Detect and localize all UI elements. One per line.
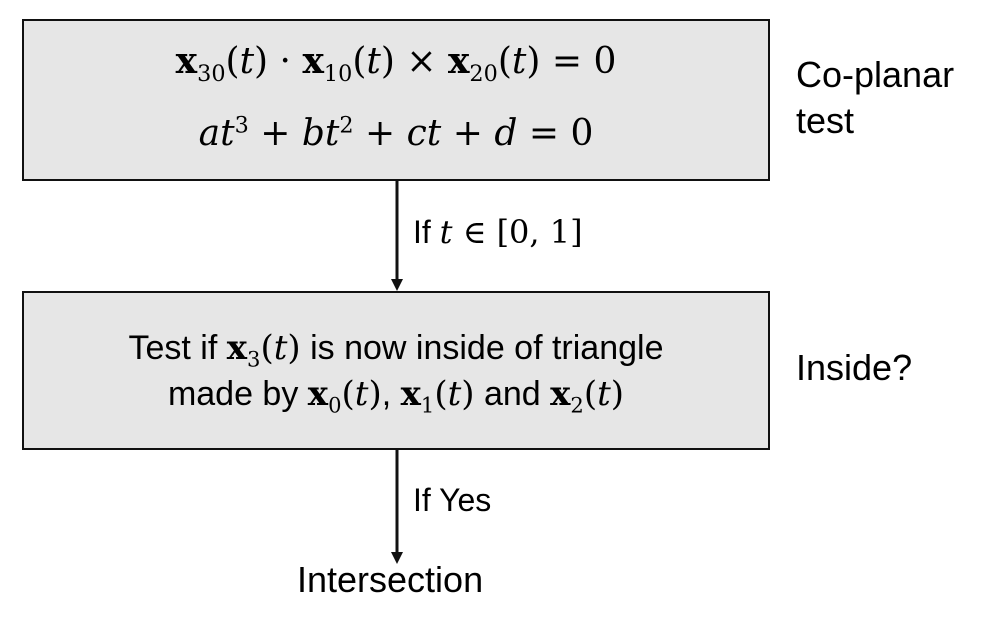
eq2-exponent-3: 3: [234, 112, 249, 139]
arrowhead-result: [391, 552, 403, 564]
eq2-d: d: [494, 113, 518, 154]
eq2-t: t: [426, 113, 442, 154]
coplanar-test-box: x30(t) · x10(t) × x20(t) = 0 at3 + bt2 +…: [22, 19, 770, 181]
line2-x1-subscript: 1: [420, 392, 435, 418]
line2-x0-symbol: x: [307, 374, 329, 414]
arrowhead-box2: [391, 279, 403, 291]
line2-t: t: [354, 374, 369, 414]
line1-t: t: [273, 328, 288, 368]
line2-x2-subscript: 2: [570, 392, 584, 418]
condition1-element-of: ∈: [452, 213, 497, 251]
line2-paren: (: [583, 374, 598, 414]
line2-t: t: [597, 374, 611, 414]
inside-test-line2: made by x0(t), x1(t) and x2(t): [24, 374, 768, 415]
line2-x0-subscript: 0: [328, 392, 342, 418]
eq2-b: b: [301, 113, 325, 154]
line2-pre-text: made by: [167, 375, 308, 413]
eq1-paren: ): [526, 41, 541, 82]
line2-x2-symbol: x: [550, 374, 571, 414]
line2-paren: ): [368, 374, 382, 414]
inside-test-line1: Test if x3(t) is now inside of triangle: [24, 328, 768, 369]
line2-x1-symbol: x: [400, 374, 421, 414]
eq2-zero: 0: [570, 113, 594, 154]
eq2-equals: =: [517, 113, 571, 154]
condition-if-yes: If Yes: [413, 482, 492, 518]
line2-paren: ): [461, 374, 475, 414]
condition1-interval: [0, 1]: [496, 213, 583, 251]
eq1-x30-subscript: 30: [197, 60, 226, 87]
line2-paren: (: [341, 374, 355, 414]
line1-x3-symbol: x: [226, 328, 248, 368]
eq2-plus: +: [441, 113, 495, 154]
eq1-t: t: [366, 41, 381, 82]
eq1-dot-operator: ·: [268, 41, 303, 82]
eq1-t: t: [239, 41, 255, 82]
eq1-x20-subscript: 20: [469, 60, 498, 87]
eq2-plus: +: [353, 113, 407, 154]
line1-paren: (: [260, 328, 274, 368]
eq2-c: c: [406, 113, 427, 154]
eq1-paren: (: [352, 41, 367, 82]
eq1-x30-symbol: x: [175, 40, 198, 82]
cubic-equation: at3 + bt2 + ct + d = 0: [24, 112, 768, 154]
eq2-a: a: [198, 113, 221, 154]
condition-t-in-interval: If t ∈ [0, 1]: [413, 216, 583, 248]
eq2-t: t: [324, 113, 340, 154]
eq1-paren: ): [254, 41, 269, 82]
line2-paren: (: [434, 374, 448, 414]
coplanar-equation: x30(t) · x10(t) × x20(t) = 0: [24, 40, 768, 85]
eq1-zero: 0: [593, 41, 617, 82]
line1-post-text: is now inside of triangle: [300, 329, 664, 367]
eq2-exponent-2: 2: [339, 112, 354, 139]
eq1-paren: (: [497, 41, 512, 82]
eq1-paren: (: [225, 41, 240, 82]
intersection-result: Intersection: [297, 559, 484, 600]
line2-paren: ): [610, 374, 625, 414]
line1-x3-subscript: 3: [247, 346, 261, 372]
eq1-t: t: [511, 41, 527, 82]
line2-comma: ,: [381, 375, 401, 413]
eq2-plus: +: [248, 113, 302, 154]
condition1-prefix: If: [413, 214, 440, 250]
line1-paren: ): [287, 328, 301, 368]
eq1-paren: ): [380, 41, 395, 82]
eq1-x20-symbol: x: [447, 40, 470, 82]
eq1-equals: =: [540, 41, 594, 82]
condition1-t: t: [439, 213, 453, 251]
line2-and: and: [474, 375, 551, 413]
line1-pre-text: Test if: [128, 329, 227, 367]
eq1-cross-operator: ×: [394, 41, 448, 82]
inside-question-label: Inside?: [796, 347, 913, 388]
inside-triangle-test-box: Test if x3(t) is now inside of triangle …: [22, 291, 770, 450]
line2-t: t: [447, 374, 462, 414]
coplanar-test-label: Co-planar test: [796, 54, 955, 141]
eq1-x10-symbol: x: [302, 40, 324, 82]
eq1-x10-subscript: 10: [323, 60, 353, 87]
eq2-t: t: [220, 113, 235, 154]
